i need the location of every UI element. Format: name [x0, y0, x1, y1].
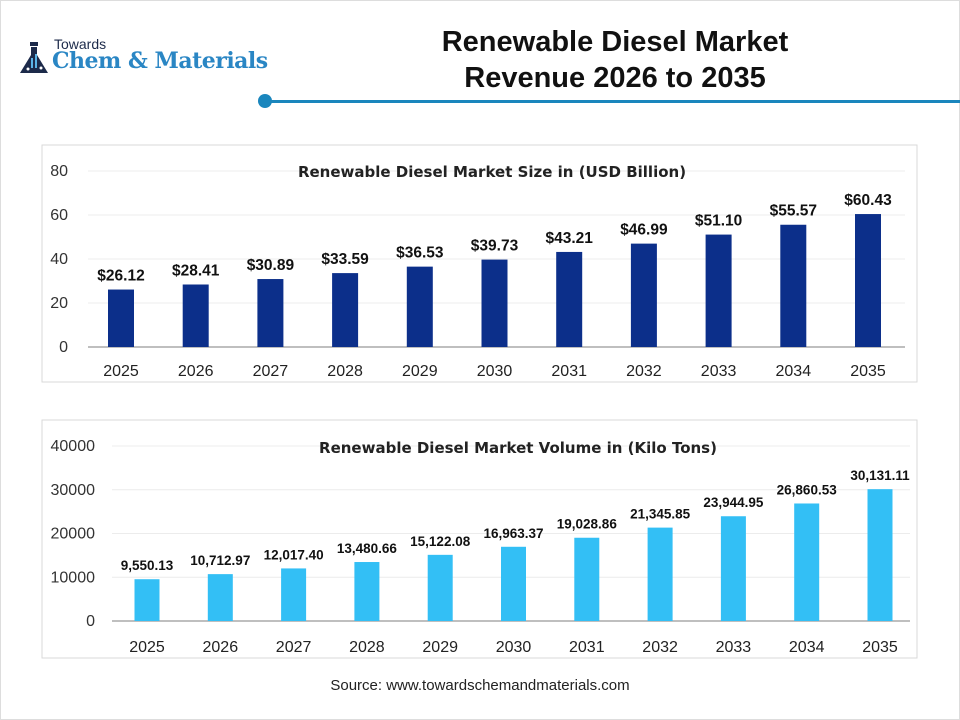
- bar-2029: [406, 266, 433, 347]
- logo-brand: Chem & Materials: [52, 48, 268, 74]
- y-tick-label: 40: [50, 251, 68, 268]
- data-label: $30.89: [247, 257, 295, 274]
- data-label: 15,122.08: [410, 534, 471, 549]
- x-tick-label: 2030: [496, 639, 532, 656]
- bar-2033: [720, 516, 746, 621]
- bar-2030: [481, 259, 508, 347]
- data-label: $43.21: [545, 230, 593, 247]
- bar-2028: [354, 562, 380, 621]
- bar-2032: [630, 243, 657, 347]
- bar-2026: [182, 284, 209, 347]
- title-rule: [266, 100, 960, 103]
- data-label: 23,944.95: [703, 495, 764, 510]
- y-tick-label: 80: [50, 163, 68, 180]
- bar-2031: [556, 251, 583, 347]
- data-label: 9,550.13: [121, 558, 174, 573]
- x-tick-label: 2031: [569, 639, 605, 656]
- bar-2034: [780, 224, 807, 347]
- data-label: $46.99: [620, 222, 668, 239]
- data-label: $60.43: [844, 192, 892, 209]
- y-tick-label: 30000: [51, 482, 96, 499]
- y-tick-label: 60: [50, 207, 68, 224]
- data-label: 12,017.40: [264, 547, 324, 562]
- bar-2035: [867, 489, 893, 621]
- bar-2027: [257, 279, 284, 347]
- chart-frame: [41, 419, 918, 659]
- data-label: $39.73: [471, 238, 519, 255]
- flask-logo-icon: [20, 42, 48, 73]
- x-tick-label: 2034: [789, 639, 825, 656]
- x-tick-label: 2032: [642, 639, 678, 656]
- bar-2033: [705, 234, 732, 347]
- x-tick-label: 2033: [716, 639, 752, 656]
- x-tick-label: 2034: [776, 363, 812, 380]
- logo-towards: Towards: [54, 36, 107, 52]
- bar-2032: [647, 527, 673, 621]
- x-tick-label: 2025: [103, 363, 139, 380]
- bar-2029: [427, 554, 453, 621]
- data-label: $55.57: [770, 203, 817, 220]
- data-label: $33.59: [321, 251, 369, 268]
- x-tick-label: 2027: [253, 363, 289, 380]
- title-rule-dot: [258, 94, 272, 108]
- x-tick-label: 2028: [349, 639, 385, 656]
- x-tick-label: 2033: [701, 363, 737, 380]
- data-label: 13,480.66: [337, 541, 398, 556]
- data-label: 30,131.11: [850, 468, 910, 483]
- bar-2030: [501, 546, 526, 621]
- x-tick-label: 2025: [129, 639, 165, 656]
- x-tick-label: 2031: [551, 363, 587, 380]
- x-tick-label: 2029: [402, 363, 438, 380]
- data-label: 16,963.37: [483, 526, 543, 541]
- bar-2035: [855, 214, 881, 347]
- title-line-1: Renewable Diesel Market: [441, 26, 789, 58]
- x-tick-label: 2027: [276, 639, 312, 656]
- chart-title: Renewable Diesel Market Volume in (Kilo …: [319, 439, 717, 457]
- data-label: 19,028.86: [557, 517, 618, 532]
- bar-2034: [794, 503, 820, 621]
- x-tick-label: 2028: [327, 363, 363, 380]
- data-label: $28.41: [172, 262, 220, 279]
- y-tick-label: 10000: [51, 569, 96, 586]
- bar-2025: [134, 579, 160, 621]
- y-tick-label: 40000: [51, 438, 96, 455]
- y-tick-label: 20000: [51, 526, 96, 543]
- data-label: 26,860.53: [777, 482, 838, 497]
- bar-2028: [332, 273, 359, 347]
- y-tick-label: 0: [86, 613, 95, 630]
- x-tick-label: 2035: [850, 363, 886, 380]
- x-tick-label: 2030: [477, 363, 513, 380]
- y-tick-label: 0: [59, 339, 68, 356]
- x-tick-label: 2032: [626, 363, 662, 380]
- data-label: $36.53: [396, 245, 444, 262]
- y-tick-label: 20: [50, 295, 68, 312]
- data-label: $26.12: [97, 268, 144, 285]
- x-tick-label: 2029: [422, 639, 458, 656]
- bar-2027: [281, 568, 307, 621]
- x-tick-label: 2035: [862, 639, 898, 656]
- bar-2025: [108, 289, 134, 347]
- title-line-2: Revenue 2026 to 2035: [464, 62, 766, 94]
- chart-title: Renewable Diesel Market Size in (USD Bil…: [298, 163, 686, 181]
- data-label: $51.10: [695, 213, 742, 230]
- bar-2031: [574, 537, 600, 621]
- bar-2026: [207, 574, 233, 621]
- x-tick-label: 2026: [203, 639, 239, 656]
- x-tick-label: 2026: [178, 363, 214, 380]
- data-label: 21,345.85: [630, 507, 691, 522]
- source-text: Source: www.towardschemandmaterials.com: [330, 677, 630, 694]
- page-title: Renewable Diesel Market Revenue 2026 to …: [380, 24, 850, 96]
- data-label: 10,712.97: [190, 553, 250, 568]
